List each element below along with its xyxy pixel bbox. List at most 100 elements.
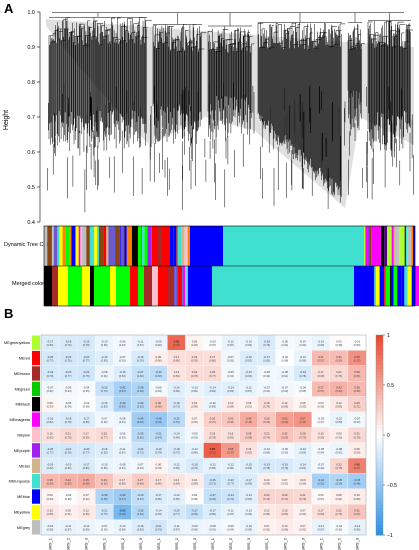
color-segment	[405, 226, 408, 266]
cell-pvalue: (0.06)	[173, 343, 180, 347]
cell-pvalue: (0.91)	[336, 451, 343, 455]
colorbar-step	[376, 508, 383, 513]
cell-pvalue: (0.86)	[209, 466, 216, 470]
color-segment	[82, 266, 90, 306]
cell-pvalue: (0.83)	[101, 405, 108, 409]
cell-value: 0.23	[282, 493, 288, 497]
cell-pvalue: (0.52)	[65, 481, 72, 485]
cell-value: -0.05	[227, 370, 234, 374]
cell-value: -0.24	[137, 447, 144, 451]
color-segment	[147, 226, 152, 266]
module-label: MEpurple	[14, 449, 30, 453]
cell-pvalue: (0.90)	[299, 481, 306, 485]
cell-value: 0.07	[83, 493, 89, 497]
colorbar-step	[376, 451, 383, 456]
colorbar-step	[376, 388, 383, 393]
cell-pvalue: (0.92)	[299, 343, 306, 347]
color-segment	[158, 266, 168, 306]
cell-value: -0.09	[191, 524, 198, 528]
color-segment	[387, 226, 392, 266]
module-color-swatch	[32, 412, 40, 427]
cell-value: 0.12	[282, 401, 288, 405]
colorbar-step	[376, 465, 383, 469]
cell-value: 0.09	[300, 478, 306, 482]
cell-value: 0.07	[192, 416, 198, 420]
cell-value: -0.08	[209, 524, 216, 528]
cell-pvalue: (0.55)	[119, 405, 126, 409]
color-segment	[65, 226, 70, 266]
dendrogram-branches	[47, 12, 414, 213]
cell-value: -0.16	[245, 355, 252, 359]
cell-pvalue: (0.89)	[101, 466, 108, 470]
cell-pvalue: (0.80)	[209, 512, 216, 516]
cell-value: -0.03	[209, 339, 216, 343]
dynamic-tree-cut-bar	[44, 226, 415, 266]
module-label: MEblue	[17, 495, 30, 499]
cell-pvalue: (0.57)	[317, 358, 324, 362]
cell-value: 0.19	[210, 432, 216, 436]
color-segment	[185, 266, 187, 306]
color-segment	[132, 226, 138, 266]
cell-value: 0.07	[300, 524, 306, 528]
sample-label: SRS_1	[264, 537, 269, 550]
cell-value: -0.11	[246, 386, 253, 390]
y-tick-label: 0.7	[27, 115, 35, 121]
cell-pvalue: (0.60)	[137, 512, 144, 516]
colorbar-step	[376, 338, 383, 343]
color-segment	[413, 226, 415, 266]
cell-pvalue: (0.76)	[354, 435, 361, 439]
color-segment	[90, 266, 94, 306]
cell-pvalue: (0.64)	[354, 512, 361, 516]
colorbar-step	[376, 395, 383, 399]
cell-value: 0.42	[336, 386, 342, 390]
colorbar-step	[376, 488, 383, 493]
color-segment	[120, 226, 124, 266]
cell-pvalue: (0.93)	[263, 374, 270, 378]
cell-value: 0.36	[336, 355, 342, 359]
cell-value: -0.26	[101, 386, 108, 390]
colorbar-step	[376, 368, 383, 373]
module-label: MEbrown	[14, 372, 30, 376]
cell-value: -0.07	[282, 386, 289, 390]
sample-label: SRS_2	[336, 537, 341, 550]
cell-pvalue: (0.93)	[47, 405, 54, 409]
cell-value: 0.21	[336, 370, 342, 374]
color-segment	[407, 226, 412, 266]
cell-pvalue: (0.66)	[155, 405, 162, 409]
color-segment	[57, 226, 60, 266]
cell-value: 0.37	[318, 355, 324, 359]
cell-pvalue: (0.56)	[137, 389, 144, 393]
cell-pvalue: (0.80)	[317, 512, 324, 516]
cell-pvalue: (0.22)	[354, 466, 361, 470]
cell-pvalue: (0.94)	[227, 374, 234, 378]
sample-label: SRS_3	[354, 537, 359, 550]
cell-pvalue: (0.84)	[173, 435, 180, 439]
cell-pvalue: (0.34)	[299, 420, 306, 424]
cell-pvalue: (0.93)	[65, 389, 72, 393]
cell-value: -0.18	[173, 401, 180, 405]
cell-pvalue: (0.86)	[173, 466, 180, 470]
cell-value: -0.12	[209, 462, 216, 466]
cell-value: -0.11	[137, 339, 144, 343]
cell-value: -0.20	[47, 447, 54, 451]
module-color-swatch	[32, 350, 40, 366]
cell-value: -0.19	[137, 355, 144, 359]
cell-pvalue: (0.74)	[263, 497, 270, 501]
colorbar-tick-label: −1	[387, 533, 393, 539]
colorbar-step	[376, 435, 383, 439]
cell-value: 0.19	[192, 370, 198, 374]
color-segment	[184, 226, 188, 266]
module-color-swatch	[32, 427, 40, 443]
colorbar-step	[376, 461, 383, 466]
cell-value: 0.06	[156, 462, 162, 466]
color-segment	[151, 226, 152, 266]
cell-pvalue: (0.89)	[354, 497, 361, 501]
cell-pvalue: (0.89)	[227, 405, 234, 409]
color-segment	[384, 226, 388, 266]
cell-value: 0.15	[318, 432, 324, 436]
cell-value: 0.30	[264, 416, 270, 420]
cell-value: -0.18	[191, 462, 198, 466]
cell-pvalue: (0.62)	[137, 405, 144, 409]
cell-pvalue: (0.90)	[155, 358, 162, 362]
colorbar-step	[376, 355, 383, 359]
